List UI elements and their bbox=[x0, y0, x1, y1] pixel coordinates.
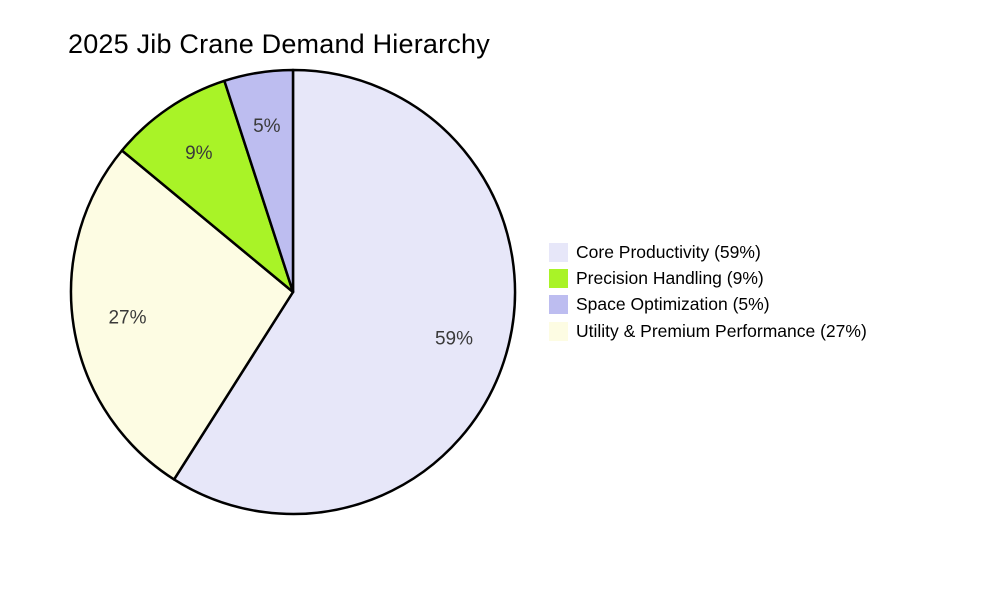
legend-swatch bbox=[549, 269, 568, 289]
pie-percent-label: 5% bbox=[253, 116, 281, 137]
legend-swatch bbox=[549, 295, 568, 315]
pie-percent-label: 59% bbox=[435, 328, 473, 349]
legend-swatch bbox=[549, 321, 568, 341]
chart-title: 2025 Jib Crane Demand Hierarchy bbox=[68, 29, 490, 59]
pie-wedge bbox=[223, 68, 295, 294]
pie-percent-label: 27% bbox=[108, 308, 146, 329]
legend-label: Space Optimization (5%) bbox=[576, 294, 770, 315]
legend-row: Utility & Premium Performance (27%) bbox=[549, 318, 867, 344]
legend-row: Precision Handling (9%) bbox=[549, 265, 867, 291]
pie-percent-label: 9% bbox=[185, 143, 213, 164]
legend-swatch bbox=[549, 242, 568, 262]
legend-row: Core Productivity (59%) bbox=[549, 239, 867, 265]
pie-wedge bbox=[120, 79, 295, 294]
legend-label: Precision Handling (9%) bbox=[576, 268, 764, 289]
legend: Core Productivity (59%) Precision Handli… bbox=[549, 239, 867, 345]
pie-wedges bbox=[69, 68, 517, 516]
pie-wedge bbox=[172, 68, 517, 516]
legend-label: Core Productivity (59%) bbox=[576, 241, 761, 262]
pie-percent-labels: 59% 27% 9% 5% bbox=[108, 116, 473, 349]
pie-wedge bbox=[69, 149, 295, 481]
legend-row: Space Optimization (5%) bbox=[549, 292, 867, 318]
legend-label: Utility & Premium Performance (27%) bbox=[576, 320, 867, 341]
